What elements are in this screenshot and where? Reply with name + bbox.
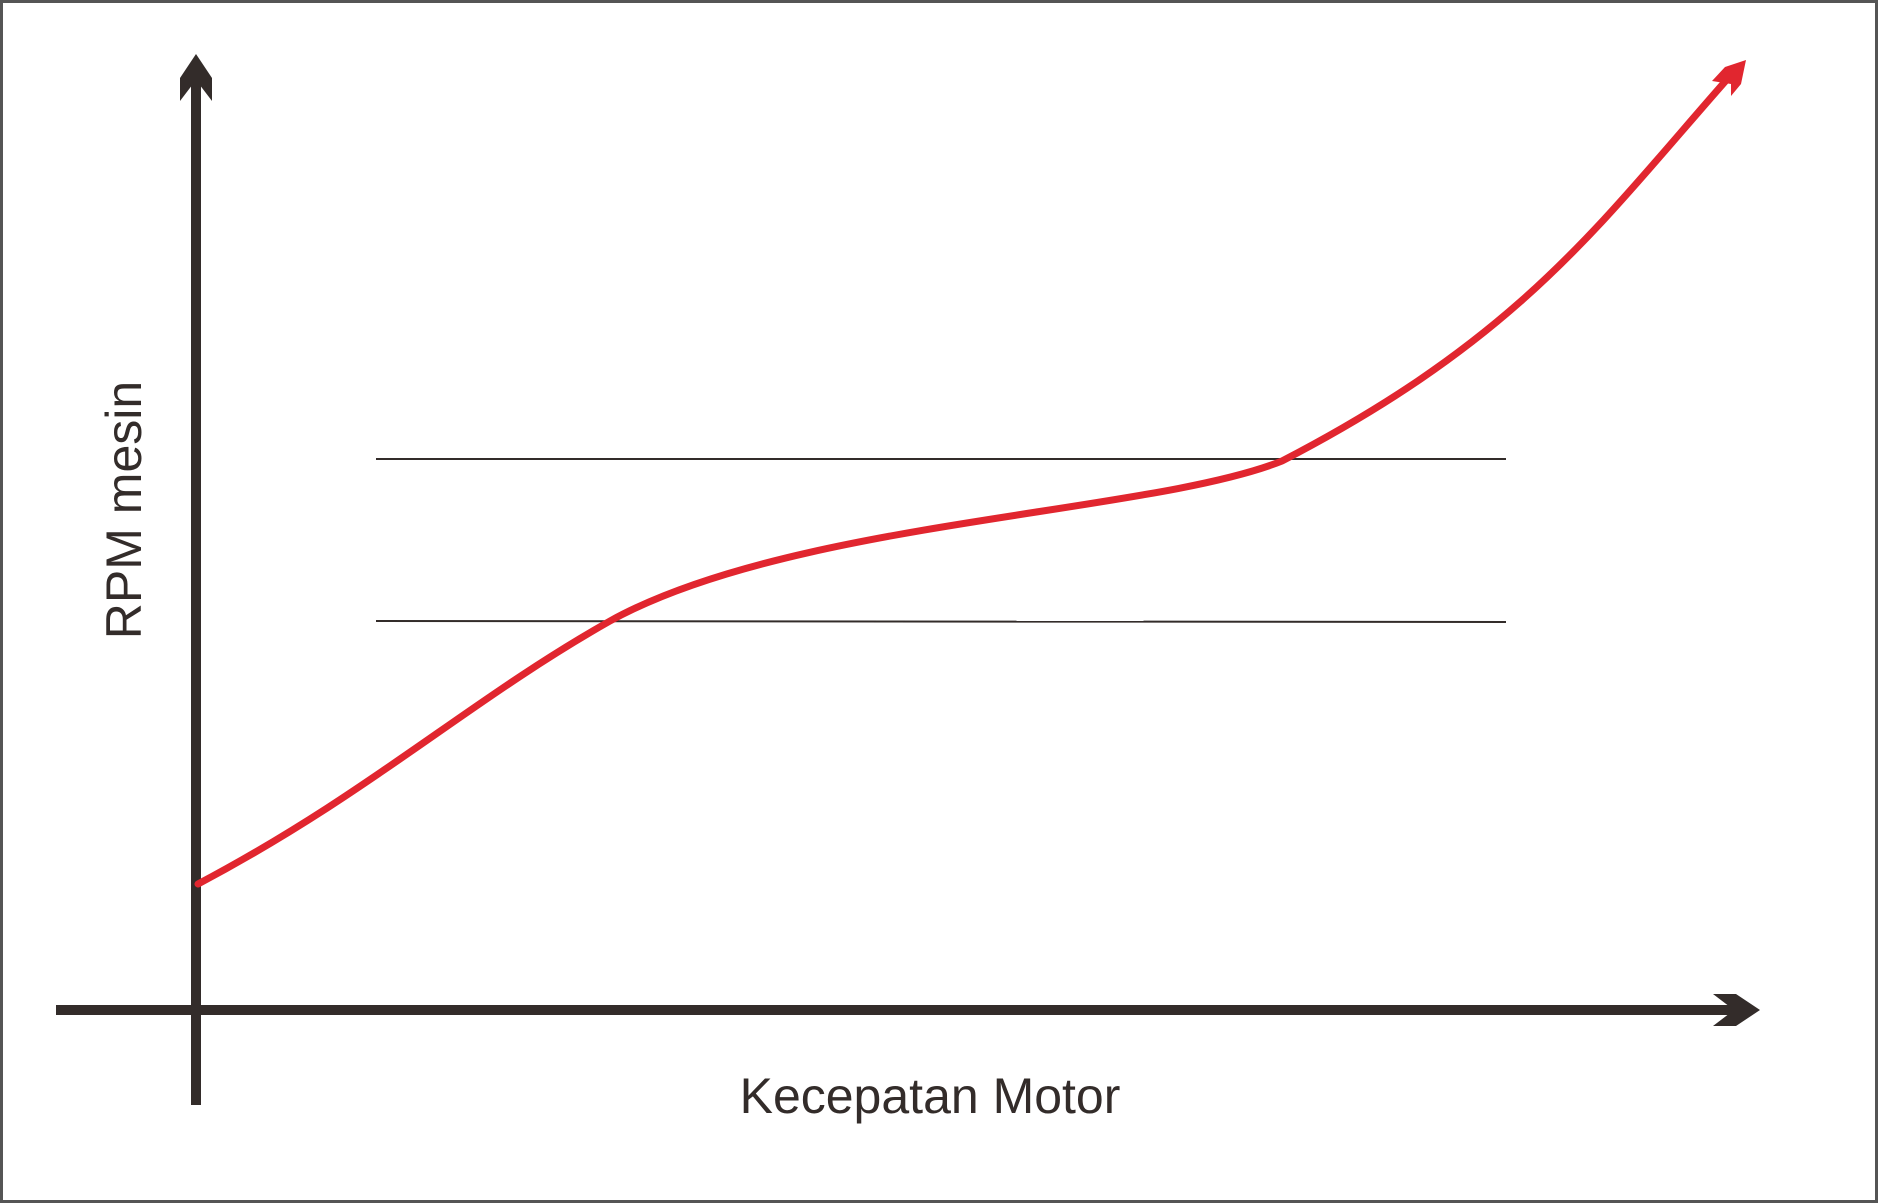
rpm-curve — [194, 72, 1734, 888]
reference-line-lower — [375, 620, 1507, 623]
rpm-curve-arrowhead — [1712, 60, 1746, 96]
x-axis-label: Kecepatan Motor — [740, 1068, 1121, 1124]
y-axis-arrowhead — [180, 54, 212, 101]
x-axis-arrowhead — [1713, 994, 1760, 1026]
y-axis-label: RPM mesin — [96, 381, 152, 639]
